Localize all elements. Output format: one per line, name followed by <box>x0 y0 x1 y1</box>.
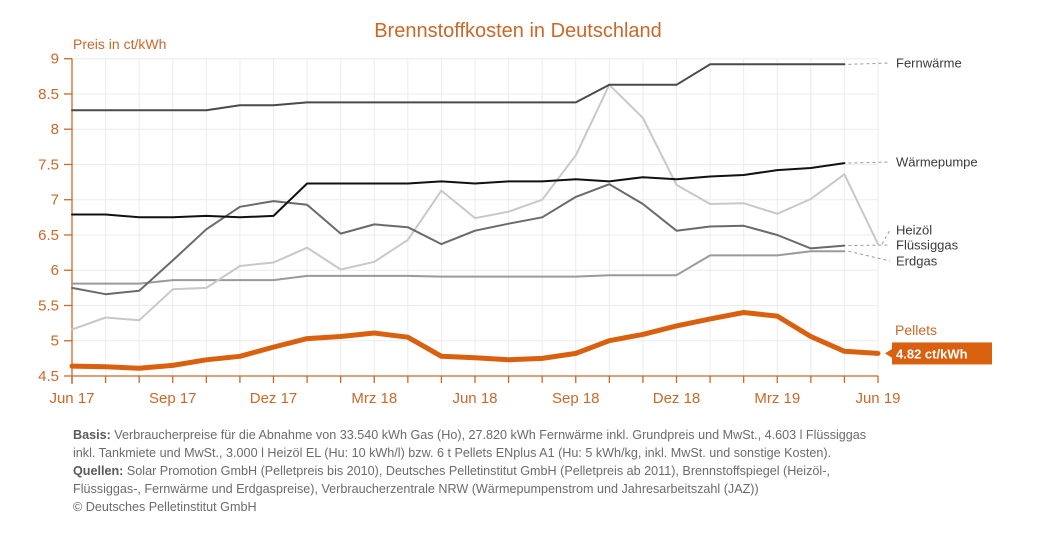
series-line-waermepumpe <box>71 162 846 219</box>
series-label-heizoel: Heizöl <box>896 223 932 238</box>
series-label-fernwaerme: Fernwärme <box>896 56 962 71</box>
y-tick-label: 9 <box>51 51 59 68</box>
y-tick-label: 7 <box>51 192 59 209</box>
series-label-waermepumpe: Wärmepumpe <box>896 155 978 170</box>
y-axis-label: Preis in ct/kWh <box>73 36 166 52</box>
leader-line-fernwaerme <box>848 62 891 65</box>
series-label-fluessiggas: Flüssiggas <box>896 238 959 253</box>
series-line-fluessiggas <box>71 183 846 296</box>
leader-line-waermepumpe <box>848 161 891 164</box>
pellets-value-text: 4.82 ct/kWh <box>896 346 968 361</box>
y-tick-label: 4.5 <box>38 368 59 385</box>
leader-line-fluessiggas <box>848 244 891 247</box>
series-label-erdgas: Erdgas <box>896 254 938 269</box>
y-tick-label: 7.5 <box>38 156 59 173</box>
y-tick-label: 5.5 <box>38 297 59 314</box>
grid <box>72 58 879 376</box>
pellets-label: Pellets <box>895 322 937 338</box>
x-tick-label: Jun 19 <box>855 390 900 407</box>
x-tick-label: Sep 18 <box>552 390 600 407</box>
y-tick-label: 8 <box>51 121 59 138</box>
copyright: © Deutsches Pelletinstitut GmbH <box>73 500 257 514</box>
pellets-callout-pointer <box>885 348 893 359</box>
series-lines <box>69 63 881 371</box>
y-tick-label: 6 <box>51 262 59 279</box>
chart-title: Brennstoffkosten in Deutschland <box>374 20 662 42</box>
sources-label: Quellen: <box>73 464 124 478</box>
leader-line-erdgas <box>848 250 891 262</box>
series-labels: Fernwärme Wärmepumpe HeizölFlüssiggasErdga… <box>848 56 992 365</box>
fuel-cost-chart: Brennstoffkosten in Deutschland Preis in… <box>38 20 992 407</box>
x-tick-label: Jun 17 <box>49 390 94 407</box>
y-tick-label: 6.5 <box>38 227 59 244</box>
pellets-value-badge <box>892 342 992 365</box>
x-tick-label: Sep 17 <box>149 390 197 407</box>
y-tick-label: 5 <box>51 333 59 350</box>
y-tick-label: 8.5 <box>38 86 59 103</box>
x-tick-label: Jun 18 <box>452 390 497 407</box>
basis-label: Basis: <box>73 428 111 442</box>
sources-text: Solar Promotion GmbH (Pelletpreis bis 20… <box>73 464 830 496</box>
leader-line-heizoel <box>881 229 891 245</box>
series-line-fernwaerme <box>71 63 846 112</box>
series-line-erdgas <box>71 250 846 285</box>
x-tick-label: Mrz 19 <box>754 390 800 407</box>
axes: 4.5 5 5.5 6 6.5 7 7.5 8 8.5 9 Jun 17 Sep 17 Dez 17 Mr… <box>38 51 900 407</box>
x-tick-label: Dez 18 <box>653 390 701 407</box>
x-tick-label: Mrz 18 <box>351 390 397 407</box>
chart-footnote: Basis: Verbraucherpreise für die Abnahme… <box>73 426 873 516</box>
x-tick-label: Dez 17 <box>250 390 298 407</box>
basis-text: Verbraucherpreise für die Abnahme von 33… <box>73 428 867 460</box>
